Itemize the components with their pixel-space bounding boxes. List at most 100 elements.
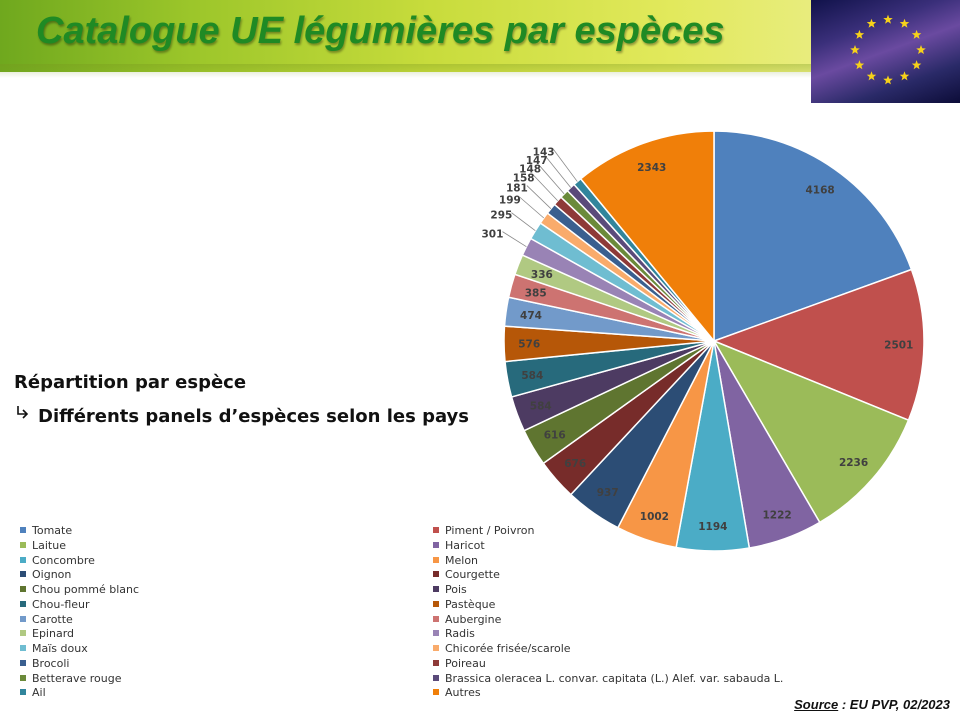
data-label: 474 xyxy=(520,310,542,322)
source-text: : EU PVP, 02/2023 xyxy=(838,697,950,712)
data-label: 584 xyxy=(530,400,552,412)
legend-item: Autres xyxy=(433,686,481,699)
legend-label: Pastèque xyxy=(445,597,496,611)
data-label: 301 xyxy=(481,229,503,241)
legend-item: Brassica oleracea L. convar. capitata (L… xyxy=(433,672,783,685)
legend-label: Carotte xyxy=(32,612,73,626)
legend-label: Melon xyxy=(445,553,479,567)
eu-star-icon xyxy=(899,18,910,28)
legend-label: Concombre xyxy=(32,553,95,567)
legend-label: Oignon xyxy=(32,568,72,582)
legend-item: Epinard xyxy=(20,627,74,640)
leader-line xyxy=(511,212,536,231)
legend-swatch xyxy=(20,556,26,563)
legend-label: Autres xyxy=(445,686,481,700)
subtitle-bullet: Différents panels d’espèces selon les pa… xyxy=(14,404,469,427)
legend-swatch xyxy=(433,600,439,607)
data-label: 1222 xyxy=(762,510,791,522)
legend-item: Laitue xyxy=(20,539,66,552)
leader-line xyxy=(526,185,552,209)
header-shadow xyxy=(0,64,960,78)
legend-label: Pois xyxy=(445,583,467,596)
legend-item: Piment / Poivron xyxy=(433,524,534,537)
data-label: 295 xyxy=(490,210,512,222)
legend-item: Concombre xyxy=(20,554,95,567)
legend-item: Pois xyxy=(433,583,467,596)
data-label: 584 xyxy=(521,370,543,382)
eu-star-icon xyxy=(911,29,922,39)
data-label: 2236 xyxy=(839,457,868,469)
legend-swatch xyxy=(20,645,26,651)
eu-stars xyxy=(850,14,926,85)
legend-label: Tomate xyxy=(32,524,73,537)
page-title: Catalogue UE légumières par espèces xyxy=(36,10,725,52)
eu-star-icon xyxy=(911,60,922,70)
data-label: 576 xyxy=(518,339,540,351)
data-label: 4168 xyxy=(806,185,835,197)
legend-label: Brocoli xyxy=(32,656,70,670)
eu-star-icon xyxy=(916,45,926,55)
legend-swatch xyxy=(433,645,439,651)
legend-label: Brassica oleracea L. convar. capitata (L… xyxy=(445,671,784,685)
data-label: 199 xyxy=(499,194,521,206)
legend-swatch xyxy=(20,586,26,592)
legend-swatch xyxy=(433,527,439,533)
data-label: 2343 xyxy=(637,162,666,174)
legend-swatch xyxy=(433,556,439,563)
legend-swatch xyxy=(20,659,26,666)
legend-label: Piment / Poivron xyxy=(445,524,535,537)
legend-item: Betterave rouge xyxy=(20,672,121,685)
legend-swatch xyxy=(433,541,439,548)
legend-swatch xyxy=(433,571,439,578)
legend-swatch xyxy=(20,541,26,548)
legend-item: Radis xyxy=(433,627,475,640)
leader-line xyxy=(553,149,578,182)
eu-star-icon xyxy=(850,45,860,55)
pie-slice xyxy=(713,130,913,343)
pie-slice xyxy=(579,130,715,344)
leader-line xyxy=(519,196,545,219)
data-label: 2501 xyxy=(884,340,913,352)
legend-swatch xyxy=(20,615,26,622)
legend-swatch xyxy=(433,659,439,666)
legend-swatch xyxy=(20,689,26,696)
legend-label: Epinard xyxy=(32,627,75,641)
legend-label: Chou pommé blanc xyxy=(32,583,140,596)
eu-star-icon xyxy=(883,14,893,24)
legend-item: Ail xyxy=(20,686,46,699)
data-label: 1194 xyxy=(698,521,727,533)
data-label: 937 xyxy=(597,487,619,499)
legend-item: Melon xyxy=(433,554,478,567)
eu-star-icon xyxy=(866,71,877,81)
legend-label: Laitue xyxy=(32,538,66,552)
legend-item: Pastèque xyxy=(433,598,495,611)
legend-label: Poireau xyxy=(445,656,486,670)
legend-item: Poireau xyxy=(433,657,486,670)
legend-swatch xyxy=(20,674,26,681)
legend-swatch xyxy=(433,689,439,696)
pie-slice xyxy=(712,339,910,524)
data-label: 616 xyxy=(544,430,566,442)
legend-swatch xyxy=(20,600,26,607)
eu-flag-icon xyxy=(811,0,960,103)
pie-slice xyxy=(711,268,925,422)
legend-swatch xyxy=(20,630,26,637)
data-label: 181 xyxy=(506,183,528,195)
data-label: 158 xyxy=(513,172,535,184)
subtitle-text: Répartition par espèce xyxy=(14,372,247,393)
source-note: Source : EU PVP, 02/2023 xyxy=(794,697,950,712)
legend-label: Chou-fleur xyxy=(32,597,90,611)
legend-swatch xyxy=(433,586,439,592)
subtitle-bullet-text: Différents panels d’espèces selon les pa… xyxy=(38,406,470,427)
legend-swatch xyxy=(20,527,26,533)
legend-label: Betterave rouge xyxy=(32,671,122,685)
legend-item: Oignon xyxy=(20,568,71,581)
legend-label: Chicorée frisée/scarole xyxy=(445,642,571,655)
legend-item: Brocoli xyxy=(20,657,69,670)
data-label: 148 xyxy=(519,163,541,175)
source-label: Source xyxy=(794,697,839,712)
data-label: 385 xyxy=(525,287,547,299)
data-label: 147 xyxy=(526,155,548,167)
legend-item: Aubergine xyxy=(433,613,501,626)
